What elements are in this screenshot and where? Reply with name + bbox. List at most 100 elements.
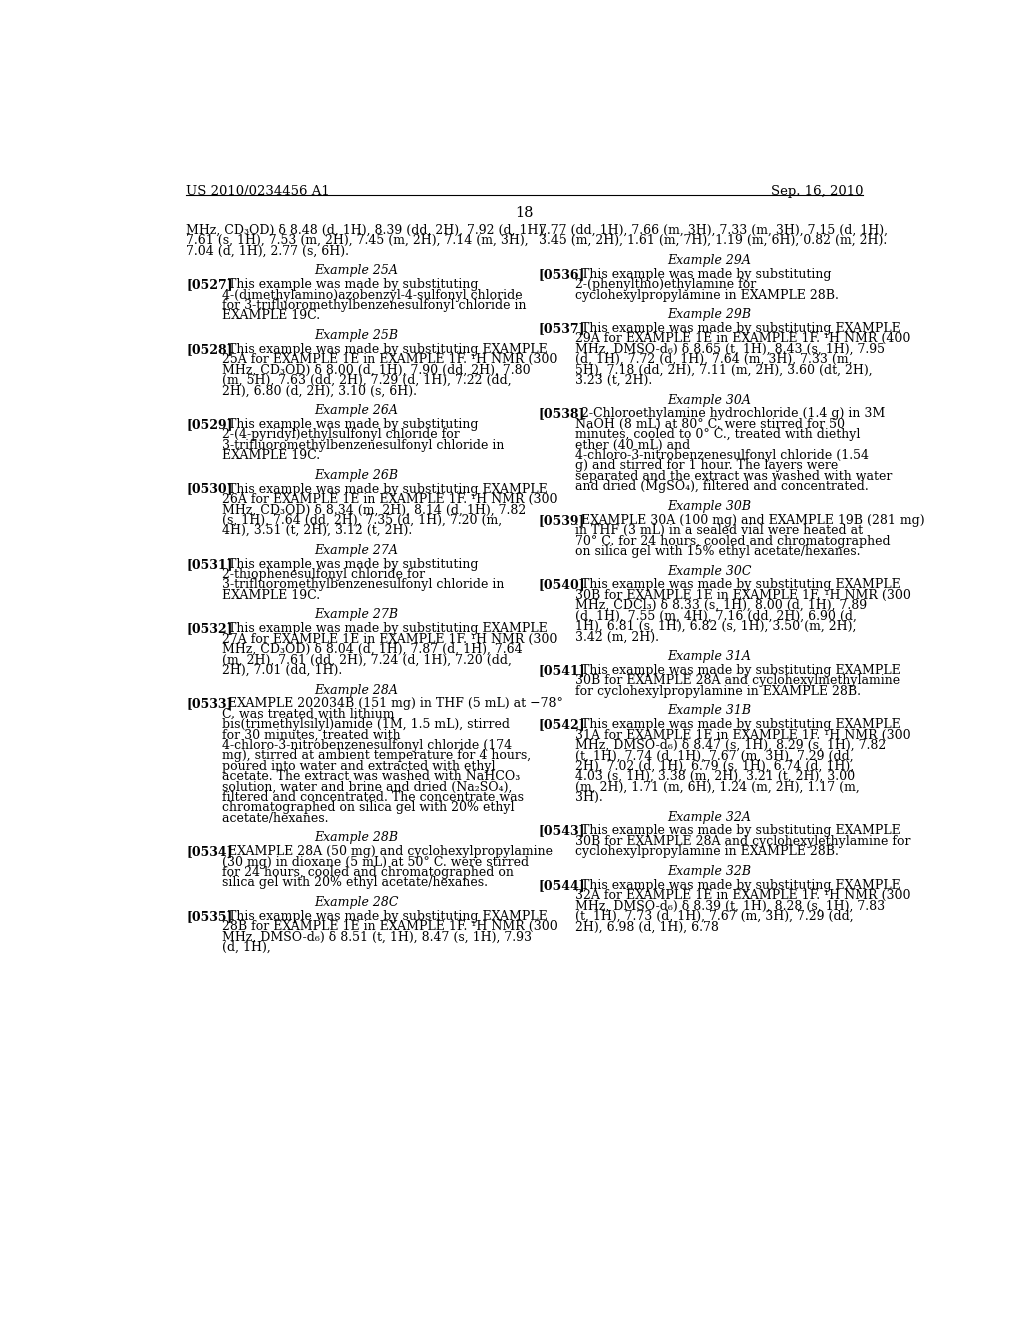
Text: solution, water and brine and dried (Na₂SO₄),: solution, water and brine and dried (Na₂… [186, 780, 512, 793]
Text: silica gel with 20% ethyl acetate/hexanes.: silica gel with 20% ethyl acetate/hexane… [186, 876, 488, 890]
Text: Example 30C: Example 30C [667, 565, 752, 578]
Text: 3.45 (m, 2H), 1.61 (m, 7H), 1.19 (m, 6H), 0.82 (m, 2H).: 3.45 (m, 2H), 1.61 (m, 7H), 1.19 (m, 6H)… [539, 234, 887, 247]
Text: This example was made by substituting: This example was made by substituting [212, 557, 478, 570]
Text: Example 28A: Example 28A [314, 684, 398, 697]
Text: MHz, CD₃OD) δ 8.48 (d, 1H), 8.39 (dd, 2H), 7.92 (d, 1H),: MHz, CD₃OD) δ 8.48 (d, 1H), 8.39 (dd, 2H… [186, 224, 548, 236]
Text: [0544]: [0544] [539, 879, 586, 892]
Text: (t, 1H), 7.74 (d, 1H), 7.67 (m, 3H), 7.29 (dd,: (t, 1H), 7.74 (d, 1H), 7.67 (m, 3H), 7.2… [539, 750, 853, 763]
Text: This example was made by substituting: This example was made by substituting [212, 418, 478, 430]
Text: (m, 5H), 7.63 (dd, 2H), 7.29 (d, 1H), 7.22 (dd,: (m, 5H), 7.63 (dd, 2H), 7.29 (d, 1H), 7.… [186, 374, 512, 387]
Text: This example was made by substituting EXAMPLE: This example was made by substituting EX… [212, 483, 548, 495]
Text: 2H), 6.80 (d, 2H), 3.10 (s, 6H).: 2H), 6.80 (d, 2H), 3.10 (s, 6H). [186, 384, 417, 397]
Text: 4-chloro-3-nitrobenzenesulfonyl chloride (1.54: 4-chloro-3-nitrobenzenesulfonyl chloride… [539, 449, 868, 462]
Text: for cyclohexylpropylamine in EXAMPLE 28B.: for cyclohexylpropylamine in EXAMPLE 28B… [539, 685, 861, 698]
Text: Example 32B: Example 32B [668, 865, 752, 878]
Text: [0528]: [0528] [186, 343, 232, 356]
Text: 3.23 (t, 2H).: 3.23 (t, 2H). [539, 374, 652, 387]
Text: C. was treated with lithium: C. was treated with lithium [186, 708, 394, 721]
Text: MHz, DMSO-d₆) δ 8.51 (t, 1H), 8.47 (s, 1H), 7.93: MHz, DMSO-d₆) δ 8.51 (t, 1H), 8.47 (s, 1… [186, 931, 532, 944]
Text: and dried (MgSO₄), filtered and concentrated.: and dried (MgSO₄), filtered and concentr… [539, 480, 868, 494]
Text: poured into water and extracted with ethyl: poured into water and extracted with eth… [186, 760, 496, 772]
Text: chromatographed on silica gel with 20% ethyl: chromatographed on silica gel with 20% e… [186, 801, 515, 814]
Text: This example was made by substituting EXAMPLE: This example was made by substituting EX… [564, 879, 900, 892]
Text: [0531]: [0531] [186, 557, 232, 570]
Text: [0537]: [0537] [539, 322, 586, 335]
Text: This example was made by substituting EXAMPLE: This example was made by substituting EX… [212, 909, 548, 923]
Text: [0543]: [0543] [539, 825, 586, 837]
Text: Example 25A: Example 25A [314, 264, 398, 277]
Text: This example was made by substituting EXAMPLE: This example was made by substituting EX… [564, 825, 900, 837]
Text: ether (40 mL) and: ether (40 mL) and [539, 438, 690, 451]
Text: 27A for EXAMPLE 1E in EXAMPLE 1F. ¹H NMR (300: 27A for EXAMPLE 1E in EXAMPLE 1F. ¹H NMR… [186, 632, 557, 645]
Text: (m, 2H), 7.61 (dd, 2H), 7.24 (d, 1H), 7.20 (dd,: (m, 2H), 7.61 (dd, 2H), 7.24 (d, 1H), 7.… [186, 653, 512, 667]
Text: on silica gel with 15% ethyl acetate/hexanes.: on silica gel with 15% ethyl acetate/hex… [539, 545, 860, 558]
Text: Example 29A: Example 29A [668, 253, 752, 267]
Text: Example 30B: Example 30B [668, 500, 752, 513]
Text: acetate. The extract was washed with NaHCO₃: acetate. The extract was washed with NaH… [186, 770, 520, 783]
Text: [0534]: [0534] [186, 845, 232, 858]
Text: [0532]: [0532] [186, 622, 232, 635]
Text: 30B for EXAMPLE 1E in EXAMPLE 1F. ¹H NMR (300: 30B for EXAMPLE 1E in EXAMPLE 1F. ¹H NMR… [539, 589, 910, 602]
Text: (d, 1H),: (d, 1H), [186, 941, 271, 954]
Text: This example was made by substituting EXAMPLE: This example was made by substituting EX… [564, 578, 900, 591]
Text: 2H), 7.01 (dd, 1H).: 2H), 7.01 (dd, 1H). [186, 664, 342, 677]
Text: Example 29B: Example 29B [668, 308, 752, 321]
Text: [0530]: [0530] [186, 483, 232, 495]
Text: 4-chloro-3-nitrobenzenesulfonyl chloride (174: 4-chloro-3-nitrobenzenesulfonyl chloride… [186, 739, 512, 752]
Text: [0527]: [0527] [186, 279, 232, 292]
Text: Example 30A: Example 30A [668, 393, 752, 407]
Text: NaOH (8 mL) at 80° C. were stirred for 50: NaOH (8 mL) at 80° C. were stirred for 5… [539, 418, 845, 430]
Text: MHz, CD₃OD) δ 8.04 (d, 1H), 7.87 (d, 1H), 7.64: MHz, CD₃OD) δ 8.04 (d, 1H), 7.87 (d, 1H)… [186, 643, 522, 656]
Text: for 24 hours, cooled and chromatographed on: for 24 hours, cooled and chromatographed… [186, 866, 514, 879]
Text: g) and stirred for 1 hour. The layers were: g) and stirred for 1 hour. The layers we… [539, 459, 838, 473]
Text: 28B for EXAMPLE 1E in EXAMPLE 1F. ¹H NMR (300: 28B for EXAMPLE 1E in EXAMPLE 1F. ¹H NMR… [186, 920, 558, 933]
Text: 2H), 6.98 (d, 1H), 6.78: 2H), 6.98 (d, 1H), 6.78 [539, 920, 719, 933]
Text: 26A for EXAMPLE 1E in EXAMPLE 1F. ¹H NMR (300: 26A for EXAMPLE 1E in EXAMPLE 1F. ¹H NMR… [186, 492, 558, 506]
Text: Example 32A: Example 32A [668, 810, 752, 824]
Text: EXAMPLE 202034B (151 mg) in THF (5 mL) at −78°: EXAMPLE 202034B (151 mg) in THF (5 mL) a… [212, 697, 563, 710]
Text: for 3-trifluoromethylbenzenesulfonyl chloride in: for 3-trifluoromethylbenzenesulfonyl chl… [186, 298, 526, 312]
Text: 4-(dimethylamino)azobenzyl-4-sulfonyl chloride: 4-(dimethylamino)azobenzyl-4-sulfonyl ch… [186, 289, 522, 301]
Text: Example 28B: Example 28B [314, 832, 398, 845]
Text: mg), stirred at ambient temperature for 4 hours,: mg), stirred at ambient temperature for … [186, 750, 531, 763]
Text: 25A for EXAMPLE 1E in EXAMPLE 1F. ¹H NMR (300: 25A for EXAMPLE 1E in EXAMPLE 1F. ¹H NMR… [186, 354, 557, 366]
Text: MHz, DMSO-d₆) δ 8.47 (s, 1H), 8.29 (s, 1H), 7.82: MHz, DMSO-d₆) δ 8.47 (s, 1H), 8.29 (s, 1… [539, 739, 886, 752]
Text: Example 26A: Example 26A [314, 404, 398, 417]
Text: [0533]: [0533] [186, 697, 232, 710]
Text: Example 27B: Example 27B [314, 609, 398, 622]
Text: [0538]: [0538] [539, 408, 585, 421]
Text: Example 28C: Example 28C [314, 896, 399, 909]
Text: 4H), 3.51 (t, 2H), 3.12 (t, 2H).: 4H), 3.51 (t, 2H), 3.12 (t, 2H). [186, 524, 413, 537]
Text: 4.03 (s, 1H), 3.38 (m, 2H), 3.21 (t, 2H), 3.00: 4.03 (s, 1H), 3.38 (m, 2H), 3.21 (t, 2H)… [539, 770, 855, 783]
Text: 7.61 (s, 1H), 7.53 (m, 2H), 7.45 (m, 2H), 7.14 (m, 3H),: 7.61 (s, 1H), 7.53 (m, 2H), 7.45 (m, 2H)… [186, 234, 528, 247]
Text: Example 31B: Example 31B [668, 705, 752, 717]
Text: (d, 1H), 7.55 (m, 4H), 7.16 (dd, 2H), 6.90 (d,: (d, 1H), 7.55 (m, 4H), 7.16 (dd, 2H), 6.… [539, 610, 857, 623]
Text: MHz, CDCl₃) δ 8.33 (s, 1H), 8.00 (d, 1H), 7.89: MHz, CDCl₃) δ 8.33 (s, 1H), 8.00 (d, 1H)… [539, 599, 867, 612]
Text: [0542]: [0542] [539, 718, 586, 731]
Text: 2-Chloroethylamine hydrochloride (1.4 g) in 3M: 2-Chloroethylamine hydrochloride (1.4 g)… [564, 408, 885, 421]
Text: 7.77 (dd, 1H), 7.66 (m, 3H), 7.33 (m, 3H), 7.15 (d, 1H),: 7.77 (dd, 1H), 7.66 (m, 3H), 7.33 (m, 3H… [539, 224, 888, 236]
Text: 30B for EXAMPLE 28A and cyclohexylmethylamine: 30B for EXAMPLE 28A and cyclohexylmethyl… [539, 675, 900, 688]
Text: filtered and concentrated. The concentrate was: filtered and concentrated. The concentra… [186, 791, 524, 804]
Text: bis(trimethylsilyl)amide (1M, 1.5 mL), stirred: bis(trimethylsilyl)amide (1M, 1.5 mL), s… [186, 718, 510, 731]
Text: 2-thiophenesulfonyl chloride for: 2-thiophenesulfonyl chloride for [186, 568, 425, 581]
Text: This example was made by substituting: This example was made by substituting [212, 279, 478, 292]
Text: 2-(phenylthio)ethylamine for: 2-(phenylthio)ethylamine for [539, 279, 756, 292]
Text: 5H), 7.18 (dd, 2H), 7.11 (m, 2H), 3.60 (dt, 2H),: 5H), 7.18 (dd, 2H), 7.11 (m, 2H), 3.60 (… [539, 363, 872, 376]
Text: 32A for EXAMPLE 1E in EXAMPLE 1F. ¹H NMR (300: 32A for EXAMPLE 1E in EXAMPLE 1F. ¹H NMR… [539, 890, 910, 902]
Text: [0536]: [0536] [539, 268, 585, 281]
Text: This example was made by substituting: This example was made by substituting [564, 268, 831, 281]
Text: 29A for EXAMPLE 1E in EXAMPLE 1F. ¹H NMR (400: 29A for EXAMPLE 1E in EXAMPLE 1F. ¹H NMR… [539, 333, 910, 346]
Text: for 30 minutes, treated with: for 30 minutes, treated with [186, 729, 400, 742]
Text: 3-trifluoromethylbenzenesulfonyl chloride in: 3-trifluoromethylbenzenesulfonyl chlorid… [186, 438, 505, 451]
Text: 3.42 (m, 2H).: 3.42 (m, 2H). [539, 631, 658, 643]
Text: EXAMPLE 19C.: EXAMPLE 19C. [186, 589, 321, 602]
Text: This example was made by substituting EXAMPLE: This example was made by substituting EX… [564, 718, 900, 731]
Text: This example was made by substituting EXAMPLE: This example was made by substituting EX… [212, 343, 548, 356]
Text: 3H).: 3H). [539, 791, 602, 804]
Text: 2H), 7.02 (d, 1H), 6.79 (s, 1H), 6.74 (d, 1H),: 2H), 7.02 (d, 1H), 6.79 (s, 1H), 6.74 (d… [539, 760, 854, 772]
Text: EXAMPLE 30A (100 mg) and EXAMPLE 19B (281 mg): EXAMPLE 30A (100 mg) and EXAMPLE 19B (28… [564, 513, 925, 527]
Text: MHz, DMSO-d₆) δ 8.65 (t, 1H), 8.43 (s, 1H), 7.95: MHz, DMSO-d₆) δ 8.65 (t, 1H), 8.43 (s, 1… [539, 343, 885, 356]
Text: 31A for EXAMPLE 1E in EXAMPLE 1F. ¹H NMR (300: 31A for EXAMPLE 1E in EXAMPLE 1F. ¹H NMR… [539, 729, 910, 742]
Text: cyclohexylpropylamine in EXAMPLE 28B.: cyclohexylpropylamine in EXAMPLE 28B. [539, 845, 839, 858]
